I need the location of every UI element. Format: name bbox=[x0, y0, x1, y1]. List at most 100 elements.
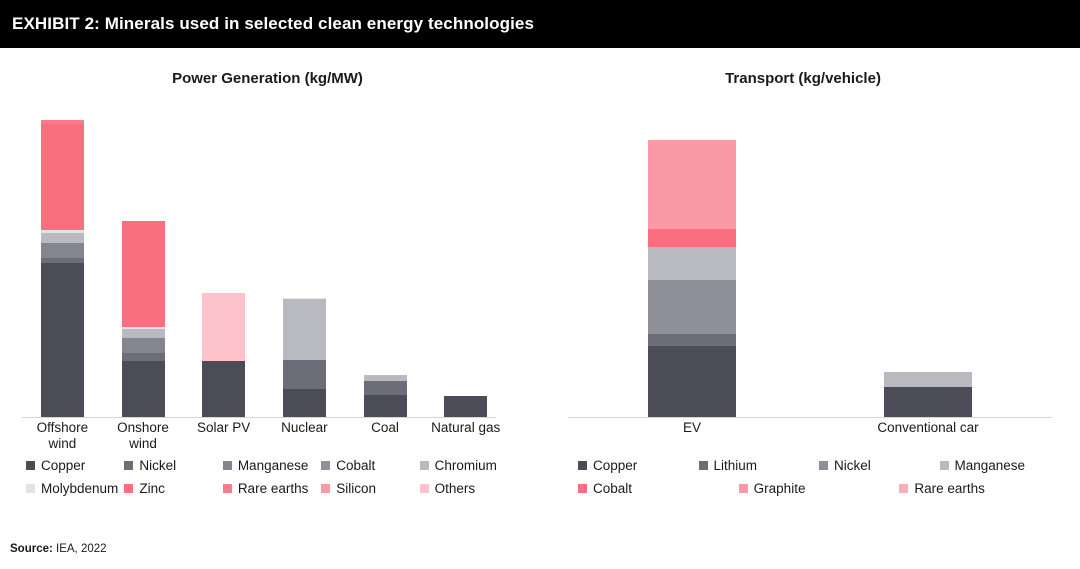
legend-item-rare-earths[interactable]: Rare earths bbox=[222, 481, 321, 496]
bar-segment bbox=[282, 299, 326, 361]
bar-group-power-generation bbox=[0, 108, 540, 417]
bar-segment bbox=[363, 375, 407, 381]
bar-segment bbox=[40, 230, 84, 233]
legend-label: Lithium bbox=[713, 458, 758, 473]
x-tick-label: Conventional car bbox=[877, 420, 979, 435]
legend-item-chromium[interactable]: Chromium bbox=[419, 458, 518, 473]
legend-label: Nickel bbox=[834, 458, 871, 473]
chart-title-power-generation: Power Generation (kg/MW) bbox=[172, 70, 363, 87]
legend-label: Manganese bbox=[237, 458, 309, 473]
exhibit-header: EXHIBIT 2: Minerals used in selected cle… bbox=[0, 0, 1080, 48]
bar-segment bbox=[282, 388, 326, 417]
legend-item-lithium[interactable]: Lithium bbox=[698, 458, 820, 473]
stacked-bar[interactable] bbox=[121, 220, 165, 417]
legend-item-graphite[interactable]: Graphite bbox=[738, 481, 900, 496]
legend-label: Manganese bbox=[954, 458, 1026, 473]
x-axis-line-transport bbox=[568, 417, 1052, 418]
bar-column bbox=[810, 108, 1046, 417]
bar-segment bbox=[648, 247, 736, 280]
bar-segment bbox=[40, 262, 84, 417]
stacked-bar[interactable] bbox=[884, 372, 972, 417]
source-value: IEA, 2022 bbox=[52, 543, 107, 555]
legend-label: Copper bbox=[41, 458, 86, 473]
bar-column bbox=[22, 108, 103, 417]
bar-segment bbox=[648, 229, 736, 248]
bar-segment bbox=[282, 360, 326, 389]
plot-area-transport bbox=[540, 108, 1080, 418]
legend-item-cobalt[interactable]: Cobalt bbox=[578, 481, 739, 496]
legend-item-molybdenum[interactable]: Molybdenum bbox=[26, 481, 124, 496]
bar-segment bbox=[648, 333, 736, 346]
bar-segment bbox=[202, 361, 246, 417]
legend-label: Rare earths bbox=[237, 481, 309, 496]
legend-item-copper[interactable]: Copper bbox=[26, 458, 124, 473]
legend-item-cobalt[interactable]: Cobalt bbox=[321, 458, 419, 473]
legend-swatch-icon bbox=[738, 484, 748, 493]
legend-swatch-icon bbox=[222, 484, 232, 493]
legend-swatch-icon bbox=[939, 461, 949, 470]
bar-segment bbox=[884, 387, 972, 417]
bar-column bbox=[183, 108, 264, 417]
legend-label: Others bbox=[434, 481, 476, 496]
stacked-bar[interactable] bbox=[444, 395, 488, 417]
legend-item-nickel[interactable]: Nickel bbox=[819, 458, 940, 473]
legend-item-others[interactable]: Others bbox=[419, 481, 518, 496]
legend-item-manganese[interactable]: Manganese bbox=[939, 458, 1061, 473]
legend-item-rare-earths[interactable]: Rare earths bbox=[899, 481, 1060, 496]
stacked-bar[interactable] bbox=[282, 297, 326, 417]
legend-swatch-icon bbox=[819, 461, 828, 470]
bar-segment bbox=[648, 279, 736, 334]
bar-segment bbox=[121, 327, 165, 330]
bar-segment bbox=[40, 242, 84, 258]
x-axis-labels-power-generation: Offshore wind Onshore wind Solar PV Nuclear Co… bbox=[0, 420, 540, 452]
bar-segment bbox=[884, 372, 972, 388]
stacked-bar[interactable] bbox=[648, 139, 736, 417]
bar-segment bbox=[648, 139, 736, 141]
legend-swatch-icon bbox=[222, 461, 232, 470]
source-note: Source: IEA, 2022 bbox=[10, 543, 107, 555]
legend-swatch-icon bbox=[124, 484, 134, 493]
bar-segment bbox=[40, 232, 84, 243]
legend-label: Nickel bbox=[139, 458, 177, 473]
bar-column bbox=[574, 108, 810, 417]
chart-panel-power-generation: Power Generation (kg/MW) Offshore wind Ons… bbox=[0, 48, 540, 518]
bar-segment bbox=[202, 293, 246, 361]
bar-segment bbox=[121, 353, 165, 361]
legend-item-silicon[interactable]: Silicon bbox=[321, 481, 419, 496]
stacked-bar[interactable] bbox=[202, 293, 246, 417]
x-tick-label: EV bbox=[682, 420, 701, 435]
bar-segment bbox=[121, 338, 165, 354]
stacked-bar[interactable] bbox=[40, 119, 84, 417]
legend-item-nickel[interactable]: Nickel bbox=[124, 458, 222, 473]
x-axis-line-power-generation bbox=[22, 417, 496, 418]
legend-item-copper[interactable]: Copper bbox=[578, 458, 699, 473]
legend-row: Molybdenum Zinc Rare earths Silicon Others bbox=[26, 481, 518, 496]
bar-segment bbox=[648, 140, 736, 230]
legend-swatch-icon bbox=[419, 484, 429, 493]
legend-label: Graphite bbox=[753, 481, 806, 496]
bar-segment bbox=[363, 394, 407, 417]
legend-label: Copper bbox=[593, 458, 638, 473]
bar-column bbox=[425, 108, 506, 417]
legend-item-manganese[interactable]: Manganese bbox=[222, 458, 321, 473]
bar-group-transport bbox=[540, 108, 1080, 417]
legend-swatch-icon bbox=[899, 484, 909, 493]
x-tick-label: Onshore wind bbox=[117, 420, 169, 451]
legend-label: Cobalt bbox=[593, 481, 633, 496]
bar-segment bbox=[363, 374, 407, 376]
bar-segment bbox=[444, 395, 488, 417]
x-tick-label: Solar PV bbox=[197, 420, 251, 435]
plot-area-power-generation bbox=[0, 108, 540, 418]
bar-segment bbox=[121, 329, 165, 339]
legend-row: Copper Nickel Manganese Cobalt Chromium bbox=[26, 458, 518, 473]
legend-label: Chromium bbox=[434, 458, 497, 473]
legend-swatch-icon bbox=[698, 461, 708, 470]
page-title: EXHIBIT 2: Minerals used in selected cle… bbox=[12, 14, 535, 33]
legend-row: Copper Lithium Nickel Manganese bbox=[578, 458, 1060, 473]
legend-item-zinc[interactable]: Zinc bbox=[124, 481, 222, 496]
x-tick-label: Coal bbox=[371, 420, 399, 435]
stacked-bar[interactable] bbox=[363, 374, 407, 417]
chart-panel-transport: Transport (kg/vehicle) EV Conventional ca… bbox=[540, 48, 1080, 518]
source-label: Source: bbox=[10, 543, 53, 555]
legend-label: Zinc bbox=[139, 481, 165, 496]
